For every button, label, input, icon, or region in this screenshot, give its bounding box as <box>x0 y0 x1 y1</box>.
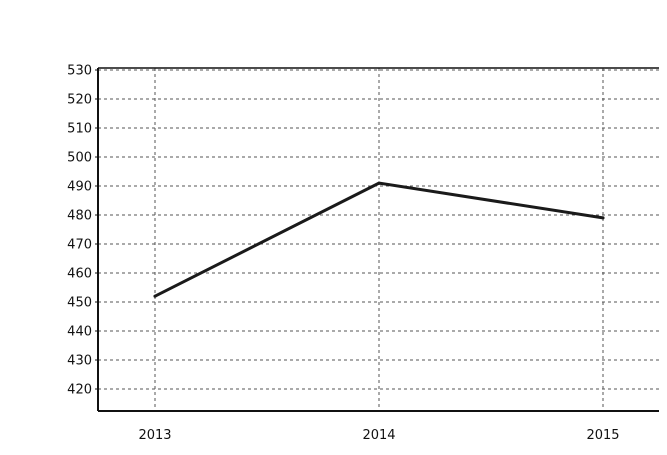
axes <box>95 67 659 412</box>
data-point <box>153 294 157 298</box>
grid <box>98 68 659 411</box>
y-tick-label: 440 <box>67 325 92 340</box>
x-axis-tick-labels: 2013 2014 2015 <box>138 428 619 443</box>
y-tick-label: 480 <box>67 209 92 224</box>
y-tick-label: 450 <box>67 296 92 311</box>
x-tick-label: 2015 <box>586 428 619 443</box>
y-tick-label: 470 <box>67 238 92 253</box>
y-axis-tick-labels: 420 430 440 450 460 470 480 490 500 510 520 530 <box>67 64 92 398</box>
data-point <box>601 216 605 220</box>
series <box>153 181 605 298</box>
x-tick-label: 2013 <box>138 428 171 443</box>
y-tick-label: 500 <box>67 151 92 166</box>
data-point <box>377 181 381 185</box>
y-tick-label: 430 <box>67 354 92 369</box>
y-tick-label: 420 <box>67 383 92 398</box>
y-tick-label: 460 <box>67 267 92 282</box>
y-tick-label: 510 <box>67 122 92 137</box>
y-tick-label: 520 <box>67 93 92 108</box>
y-tick-label: 490 <box>67 180 92 195</box>
y-tick-label: 530 <box>67 64 92 79</box>
x-tick-label: 2014 <box>362 428 395 443</box>
